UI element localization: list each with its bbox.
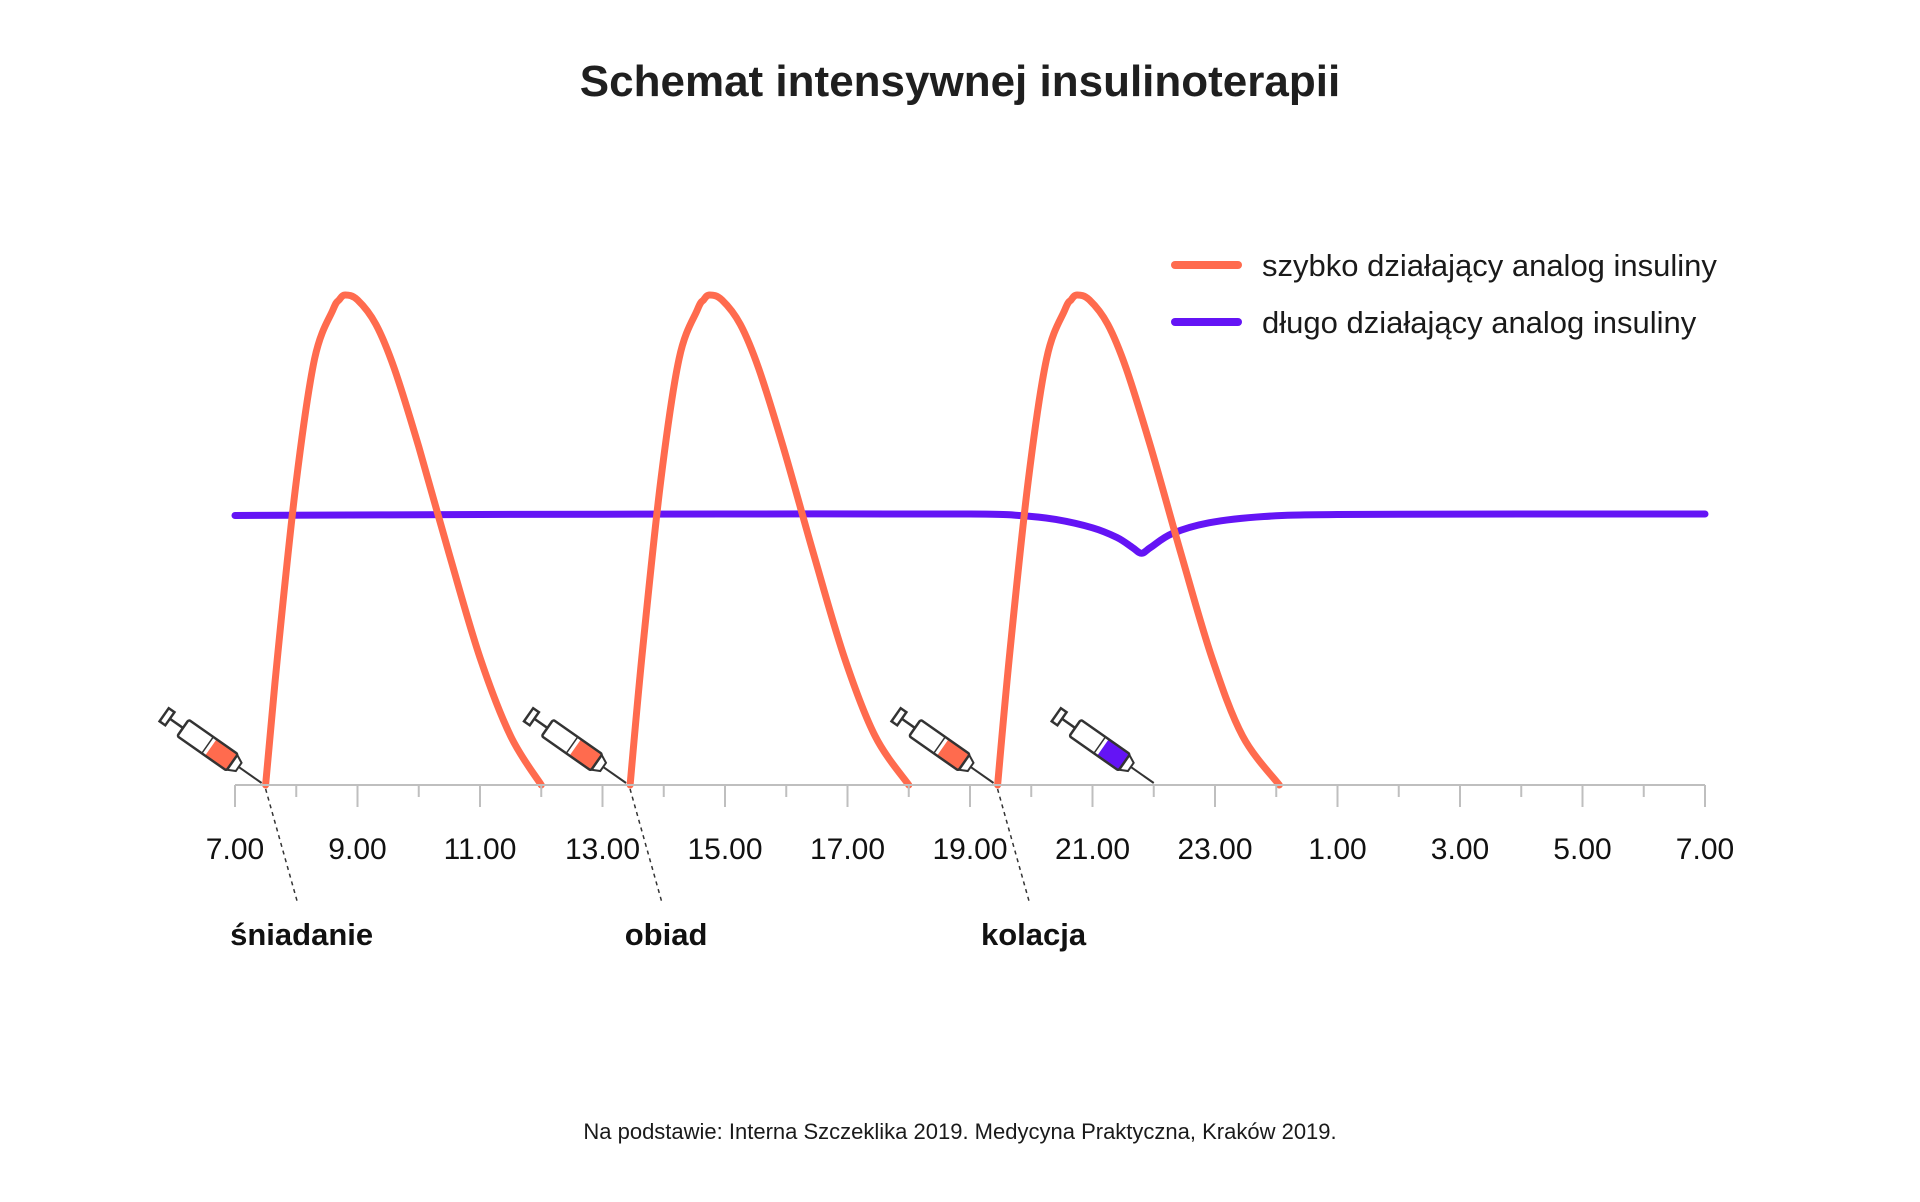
rapid-acting-insulin-curve-1 bbox=[262, 291, 545, 789]
x-tick-label: 23.00 bbox=[1177, 833, 1252, 866]
meal-label: kolacja bbox=[981, 917, 1087, 952]
meal-label: obiad bbox=[625, 917, 708, 952]
meal-leader-line bbox=[264, 788, 299, 904]
x-tick-label: 13.00 bbox=[565, 833, 640, 866]
rapid-acting-syringe-icon bbox=[889, 706, 995, 784]
long-acting-syringe-icon bbox=[1049, 706, 1155, 784]
x-tick-label: 5.00 bbox=[1553, 833, 1611, 866]
legend-label-rapid: szybko działający analog insuliny bbox=[1262, 248, 1717, 283]
x-axis: 7.00 9.00 11.00 13.00 15.00 17.00 19.00 21.00 23… bbox=[206, 784, 1734, 866]
x-tick-label: 17.00 bbox=[810, 833, 885, 866]
meal-leader-line bbox=[629, 788, 663, 904]
meal-leader-line bbox=[996, 788, 1031, 904]
chart-title: Schemat intensywnej insulinoterapii bbox=[580, 57, 1340, 106]
rapid-acting-insulin-curve-2 bbox=[626, 291, 913, 789]
x-tick-label: 7.00 bbox=[206, 833, 264, 866]
rapid-acting-insulin-curve-3 bbox=[994, 291, 1283, 789]
rapid-acting-syringe-icon bbox=[157, 706, 263, 784]
legend-label-long: długo działający analog insuliny bbox=[1262, 305, 1697, 340]
meal-label: śniadanie bbox=[230, 917, 373, 952]
legend: szybko działający analog insuliny długo … bbox=[1171, 248, 1717, 340]
long-acting-insulin-line bbox=[231, 510, 1709, 557]
x-tick-label: 21.00 bbox=[1055, 833, 1130, 866]
x-tick-label: 11.00 bbox=[444, 833, 517, 866]
meal-labels: śniadanie obiad kolacja bbox=[230, 788, 1087, 952]
x-tick-label: 15.00 bbox=[687, 833, 762, 866]
plot-area bbox=[231, 291, 1709, 789]
source-note: Na podstawie: Interna Szczeklika 2019. M… bbox=[583, 1119, 1336, 1144]
x-tick-label: 7.00 bbox=[1676, 833, 1734, 866]
x-tick-label: 3.00 bbox=[1431, 833, 1489, 866]
x-tick-label: 1.00 bbox=[1308, 833, 1366, 866]
x-tick-label: 19.00 bbox=[932, 833, 1007, 866]
x-tick-label: 9.00 bbox=[328, 833, 386, 866]
injection-markers bbox=[157, 706, 1155, 784]
rapid-acting-syringe-icon bbox=[522, 706, 627, 784]
